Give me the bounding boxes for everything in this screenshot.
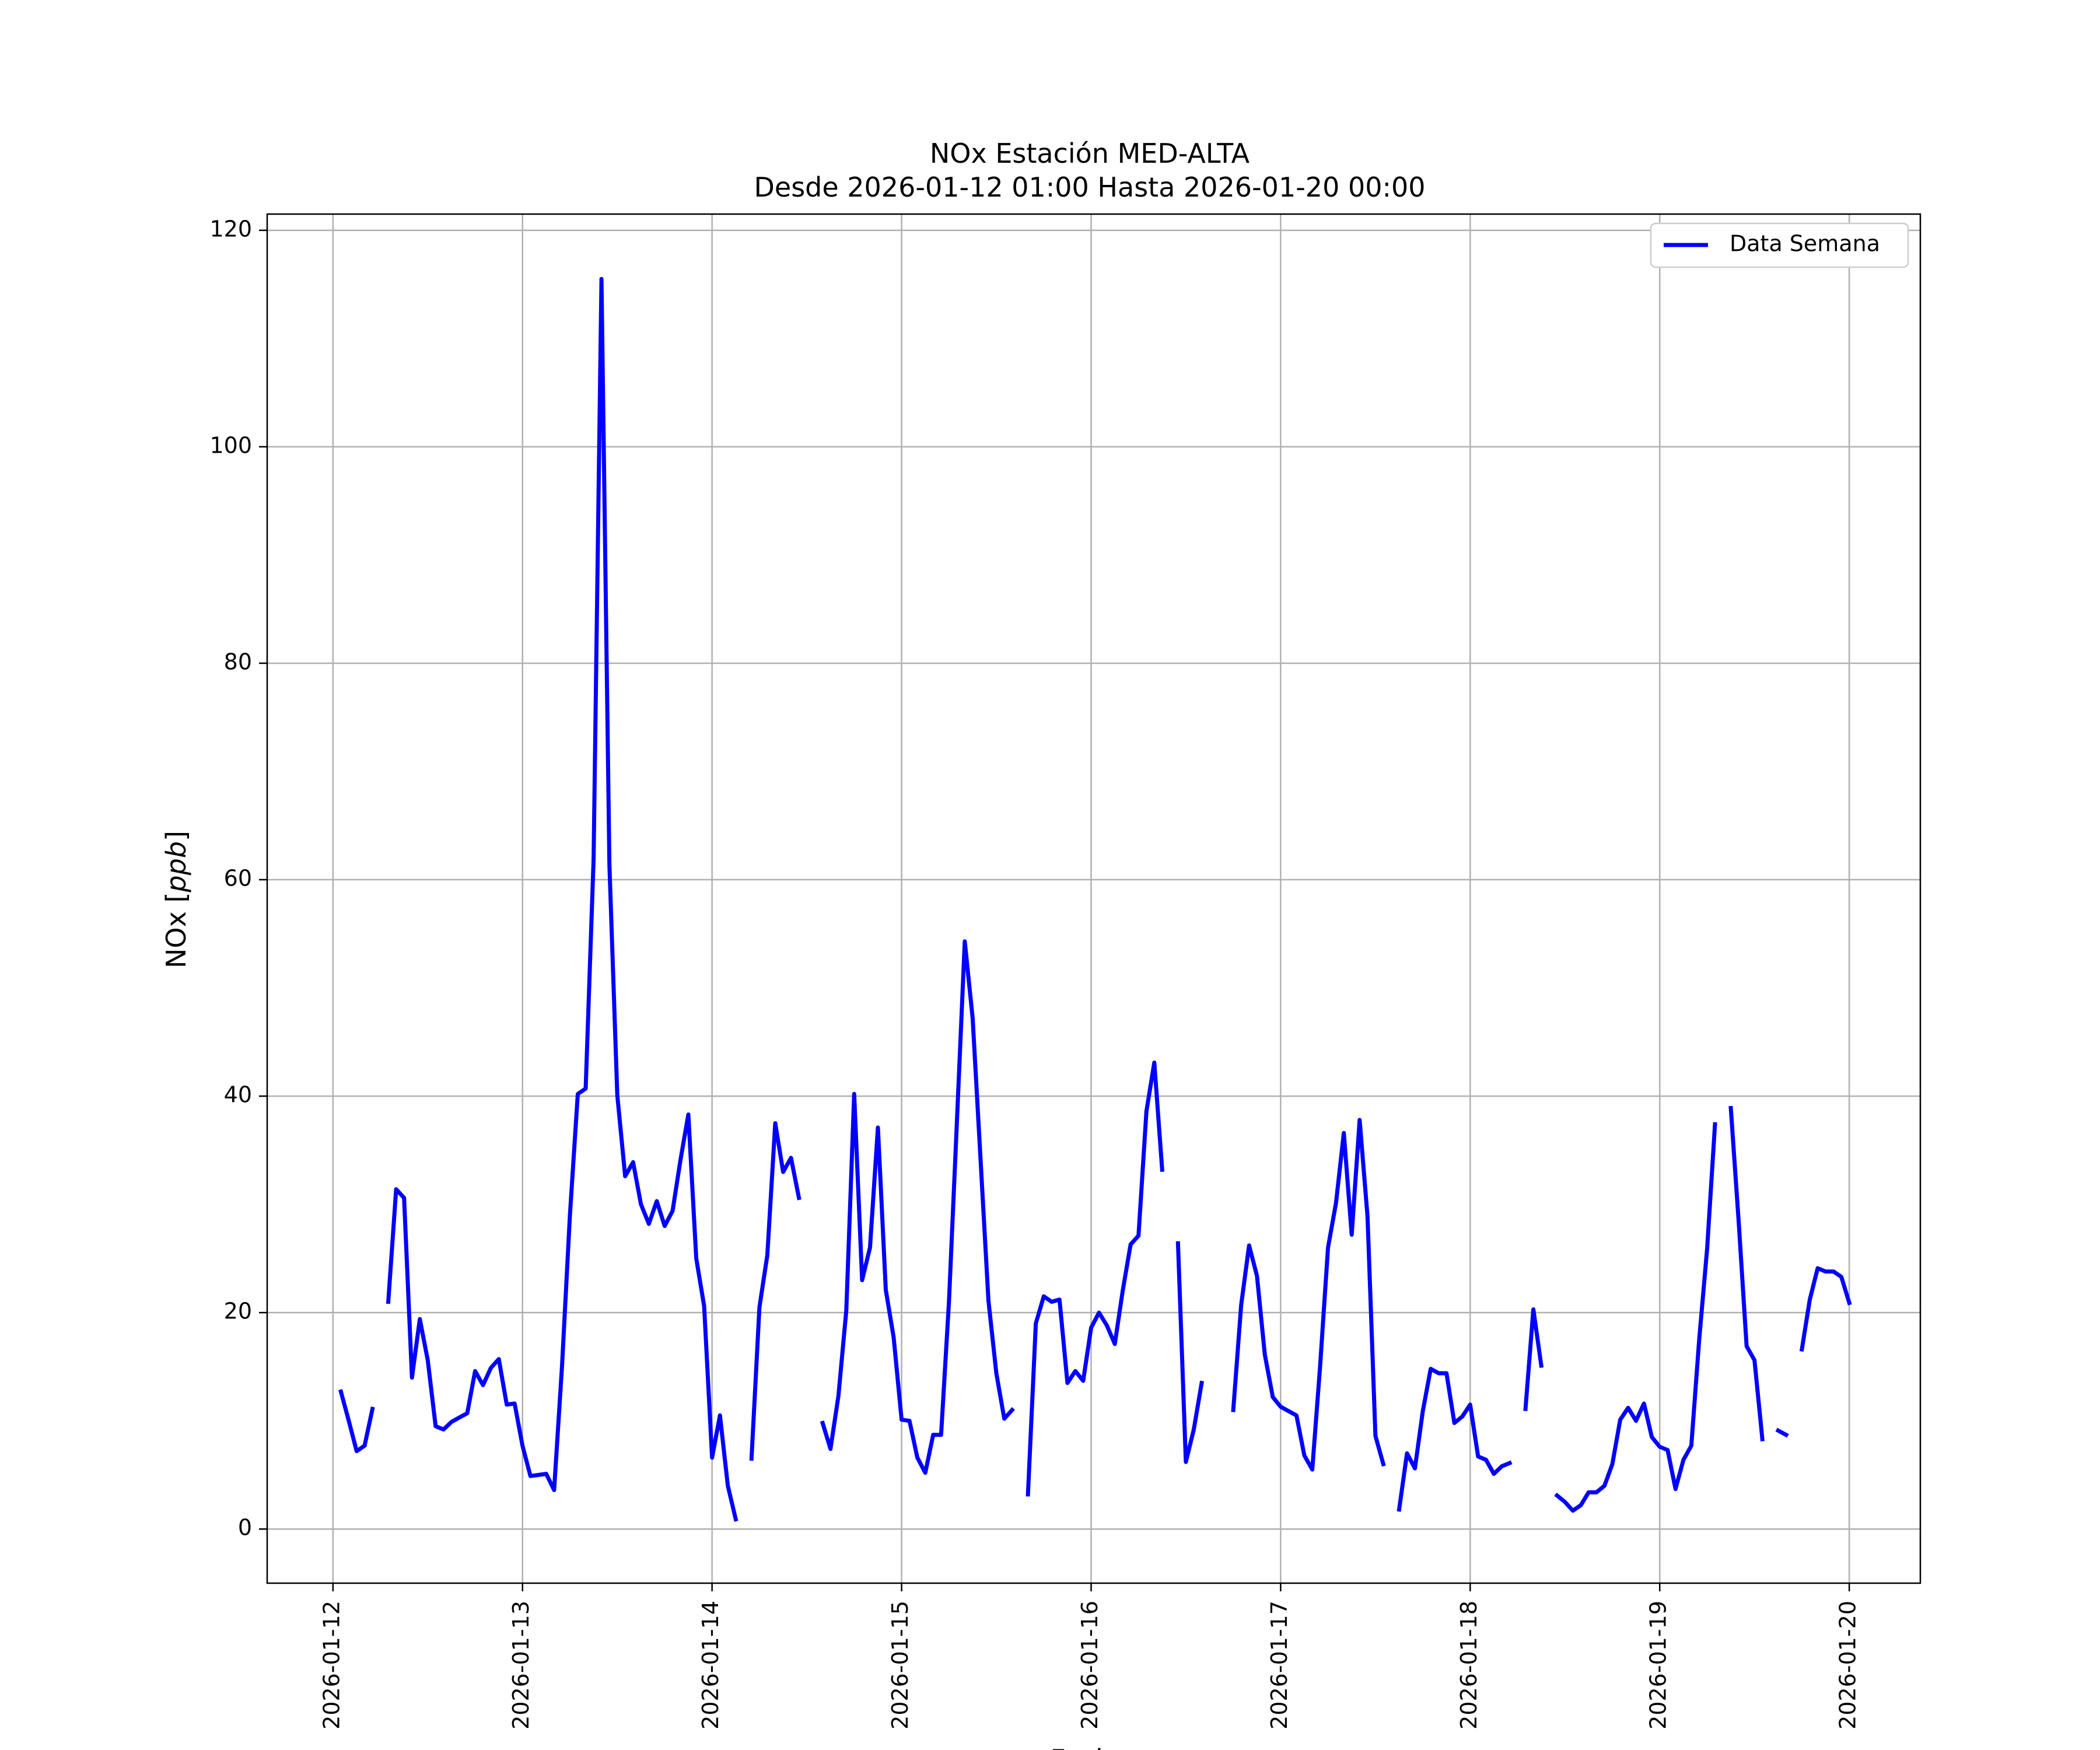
series-line-segment	[338, 1389, 375, 1454]
x-tick-label: 2026-01-14	[698, 1601, 723, 1730]
legend: Data Semana	[1650, 222, 1909, 268]
x-tick-label: 2026-01-12	[318, 1601, 344, 1730]
legend-box	[1650, 222, 1909, 268]
legend-label: Data Semana	[1730, 231, 1880, 257]
y-axis-label-unit: ppb	[160, 841, 192, 893]
y-tick-label: 40	[224, 1082, 252, 1108]
x-tick-label: 2026-01-20	[1835, 1601, 1861, 1730]
series-line-segment	[1799, 1266, 1852, 1352]
x-tick-label: 2026-01-17	[1266, 1601, 1292, 1730]
series-line-segment	[1728, 1105, 1765, 1442]
y-axis-label-prefix: NOx [	[160, 892, 192, 968]
y-tick-label: 100	[209, 432, 252, 458]
x-tick-label: 2026-01-13	[508, 1601, 534, 1730]
series-line-segment	[1026, 1060, 1165, 1497]
series-line-segment	[1396, 1367, 1513, 1512]
chart-title: NOx Estación MED-ALTA	[930, 138, 1250, 169]
x-axis-label: Fecha	[1051, 1744, 1129, 1750]
y-axis-ticks: 0 20 40 60 80 100 120	[209, 216, 267, 1541]
series-line-segment	[1175, 1241, 1205, 1464]
series-line-segment	[1554, 1122, 1717, 1513]
x-axis-ticks: 2026-01-12 2026-01-13 2026-01-14 2026-01-15…	[318, 1583, 1861, 1730]
y-tick-label: 0	[238, 1515, 252, 1541]
series-line-segment	[820, 939, 1016, 1475]
y-tick-label: 20	[224, 1298, 252, 1324]
x-tick-label: 2026-01-15	[887, 1601, 913, 1730]
series-line-segment	[1231, 1118, 1386, 1472]
y-axis-label-suffix: ]	[160, 831, 192, 841]
y-tick-label: 80	[224, 649, 252, 674]
x-tick-label: 2026-01-18	[1456, 1601, 1482, 1730]
plot-frame	[266, 213, 1922, 1584]
series-line-segment	[749, 1121, 802, 1461]
y-tick-label: 120	[209, 216, 252, 242]
chart-subtitle: Desde 2026-01-12 01:00 Hasta 2026-01-20 …	[754, 172, 1425, 203]
series-line-segment	[1775, 1427, 1789, 1438]
x-tick-label: 2026-01-19	[1646, 1601, 1671, 1730]
series-line-segment	[1523, 1307, 1544, 1412]
x-tick-label: 2026-01-16	[1077, 1601, 1102, 1730]
data-series	[338, 276, 1852, 1522]
y-axis-label: NOx [ppb]	[160, 831, 192, 968]
y-tick-label: 60	[224, 866, 252, 891]
gridlines	[267, 214, 1920, 1583]
series-line-segment	[386, 276, 738, 1522]
